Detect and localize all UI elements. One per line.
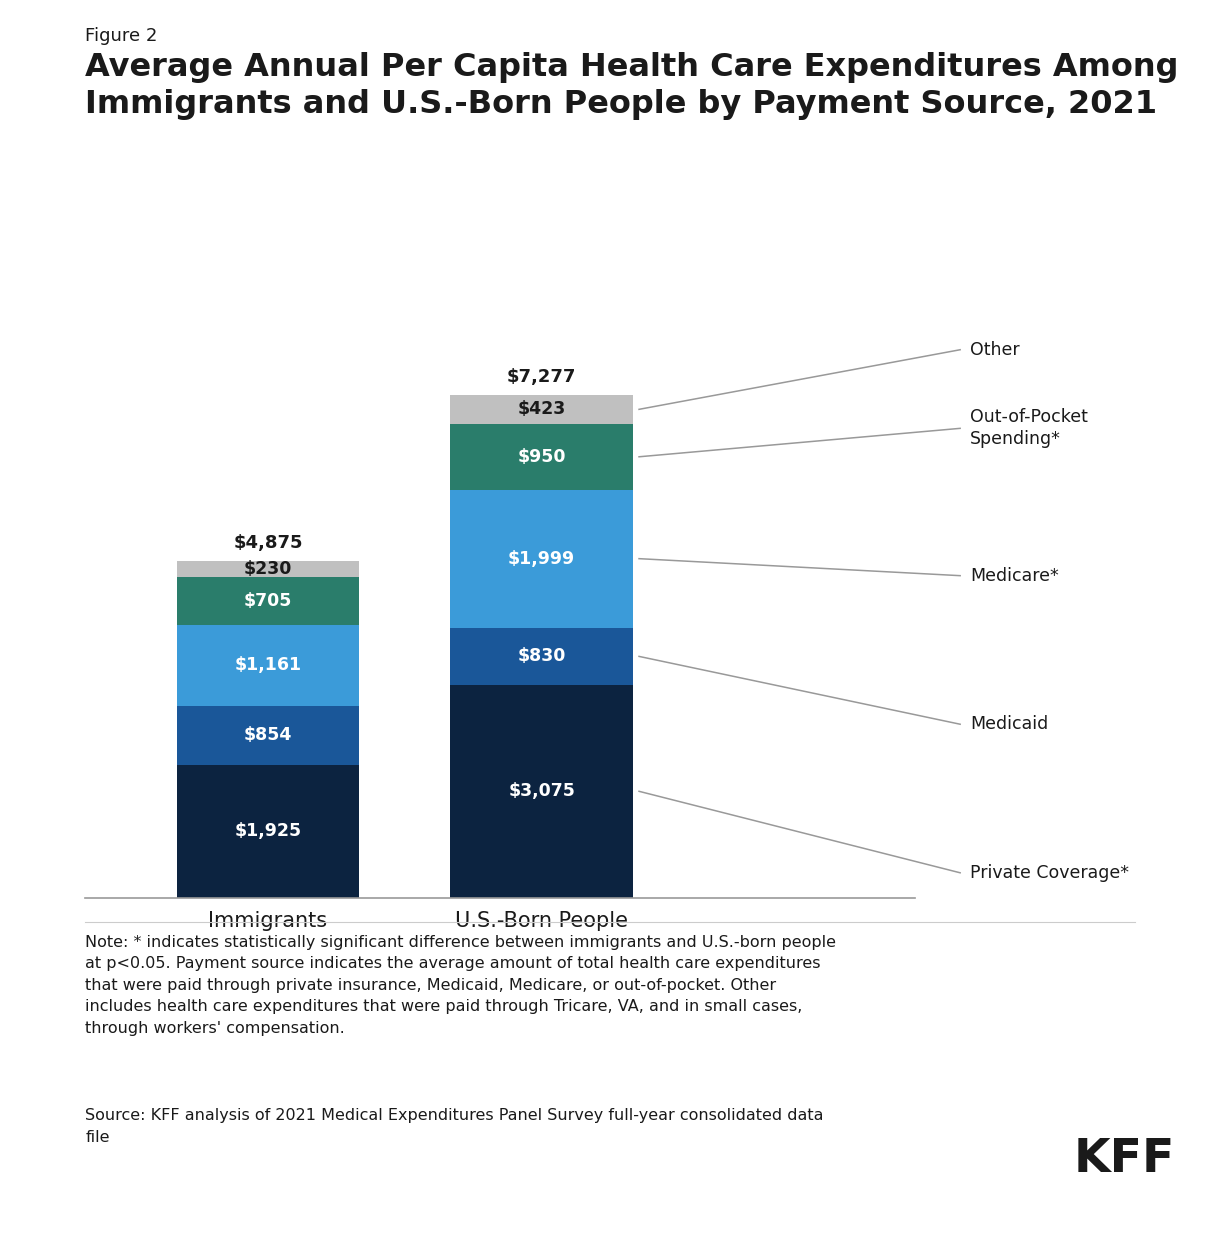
Bar xyxy=(450,395,633,423)
Bar xyxy=(177,577,359,625)
Text: Figure 2: Figure 2 xyxy=(85,27,157,46)
Text: $7,277: $7,277 xyxy=(508,369,576,386)
Text: Medicare*: Medicare* xyxy=(970,567,1059,584)
Text: $230: $230 xyxy=(244,560,292,578)
Bar xyxy=(177,765,359,898)
Text: Note: * indicates statistically significant difference between immigrants and U.: Note: * indicates statistically signific… xyxy=(85,935,837,1036)
Bar xyxy=(450,423,633,489)
Text: Average Annual Per Capita Health Care Expenditures Among
Immigrants and U.S.-Bor: Average Annual Per Capita Health Care Ex… xyxy=(85,52,1179,120)
Bar xyxy=(177,625,359,706)
Bar xyxy=(177,706,359,765)
Bar xyxy=(177,561,359,577)
Text: Medicaid: Medicaid xyxy=(970,716,1048,733)
Text: $1,999: $1,999 xyxy=(508,550,576,568)
Text: Source: KFF analysis of 2021 Medical Expenditures Panel Survey full-year consoli: Source: KFF analysis of 2021 Medical Exp… xyxy=(85,1108,824,1145)
Text: $1,161: $1,161 xyxy=(234,656,301,675)
Text: $950: $950 xyxy=(517,448,566,465)
Bar xyxy=(450,489,633,628)
Text: $705: $705 xyxy=(244,592,292,610)
Text: $4,875: $4,875 xyxy=(233,535,303,552)
Text: $423: $423 xyxy=(517,400,566,418)
Text: Private Coverage*: Private Coverage* xyxy=(970,864,1128,881)
Text: Other: Other xyxy=(970,340,1020,359)
Text: $1,925: $1,925 xyxy=(234,822,301,841)
Bar xyxy=(450,685,633,898)
Bar xyxy=(450,628,633,685)
Text: $830: $830 xyxy=(517,647,566,665)
Text: $3,075: $3,075 xyxy=(509,782,575,800)
Text: $854: $854 xyxy=(244,725,292,744)
Text: Out-of-Pocket
Spending*: Out-of-Pocket Spending* xyxy=(970,409,1088,448)
Text: KFF: KFF xyxy=(1074,1138,1175,1182)
